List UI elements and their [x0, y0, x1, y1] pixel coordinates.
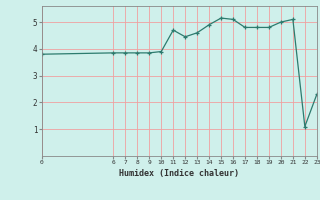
X-axis label: Humidex (Indice chaleur): Humidex (Indice chaleur) — [119, 169, 239, 178]
